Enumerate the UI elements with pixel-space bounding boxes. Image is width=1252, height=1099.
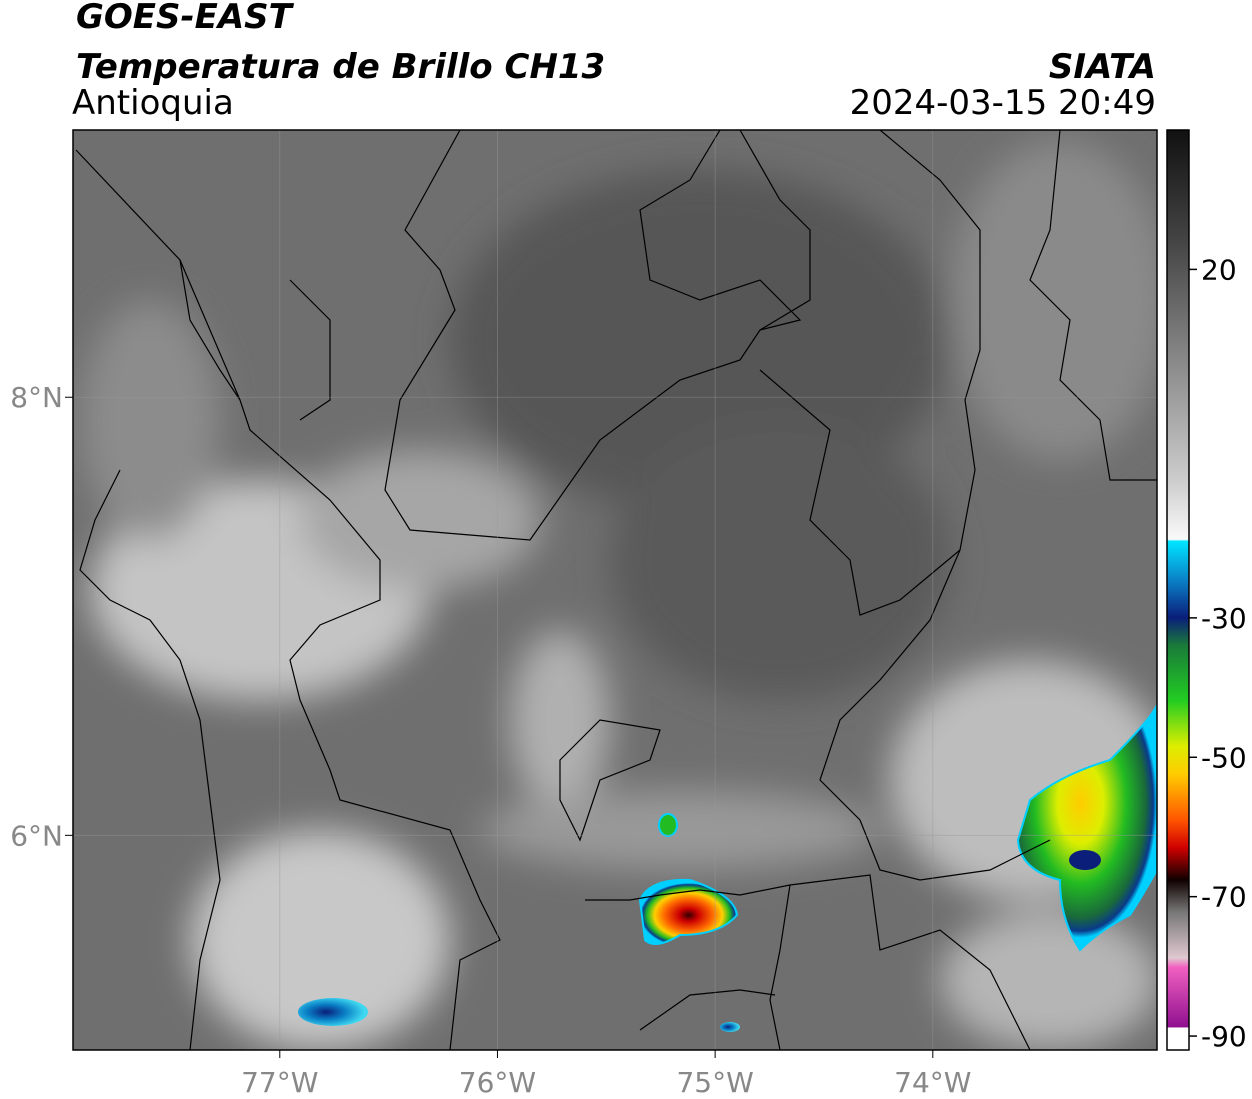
map-image [73,130,1157,1050]
x-tick-label: 75°W [676,1066,753,1099]
map-frame [72,129,1158,1051]
subtitle: Temperatura de Brillo CH13 [76,47,605,87]
grid-layer [73,130,1157,1050]
colorbar-tick-label: -90 [1201,1020,1247,1053]
y-tick-label: 6°N [10,819,63,852]
colorbar-tick-label: -70 [1201,881,1247,914]
datetime: 2024-03-15 20:49 [850,83,1156,123]
region: Antioquia [72,83,234,123]
title: GOES-EAST [76,0,295,37]
colorbar [1166,129,1190,1051]
source: SIATA [1049,47,1156,87]
colorbar-tick-label: -30 [1201,602,1247,635]
y-tick-label: 8°N [10,381,63,414]
x-tick-label: 77°W [241,1066,318,1099]
x-tick-label: 74°W [894,1066,971,1099]
x-tick-label: 76°W [459,1066,536,1099]
colorbar-tick-label: 20 [1201,253,1237,286]
colorbar-tick-label: -50 [1201,741,1247,774]
